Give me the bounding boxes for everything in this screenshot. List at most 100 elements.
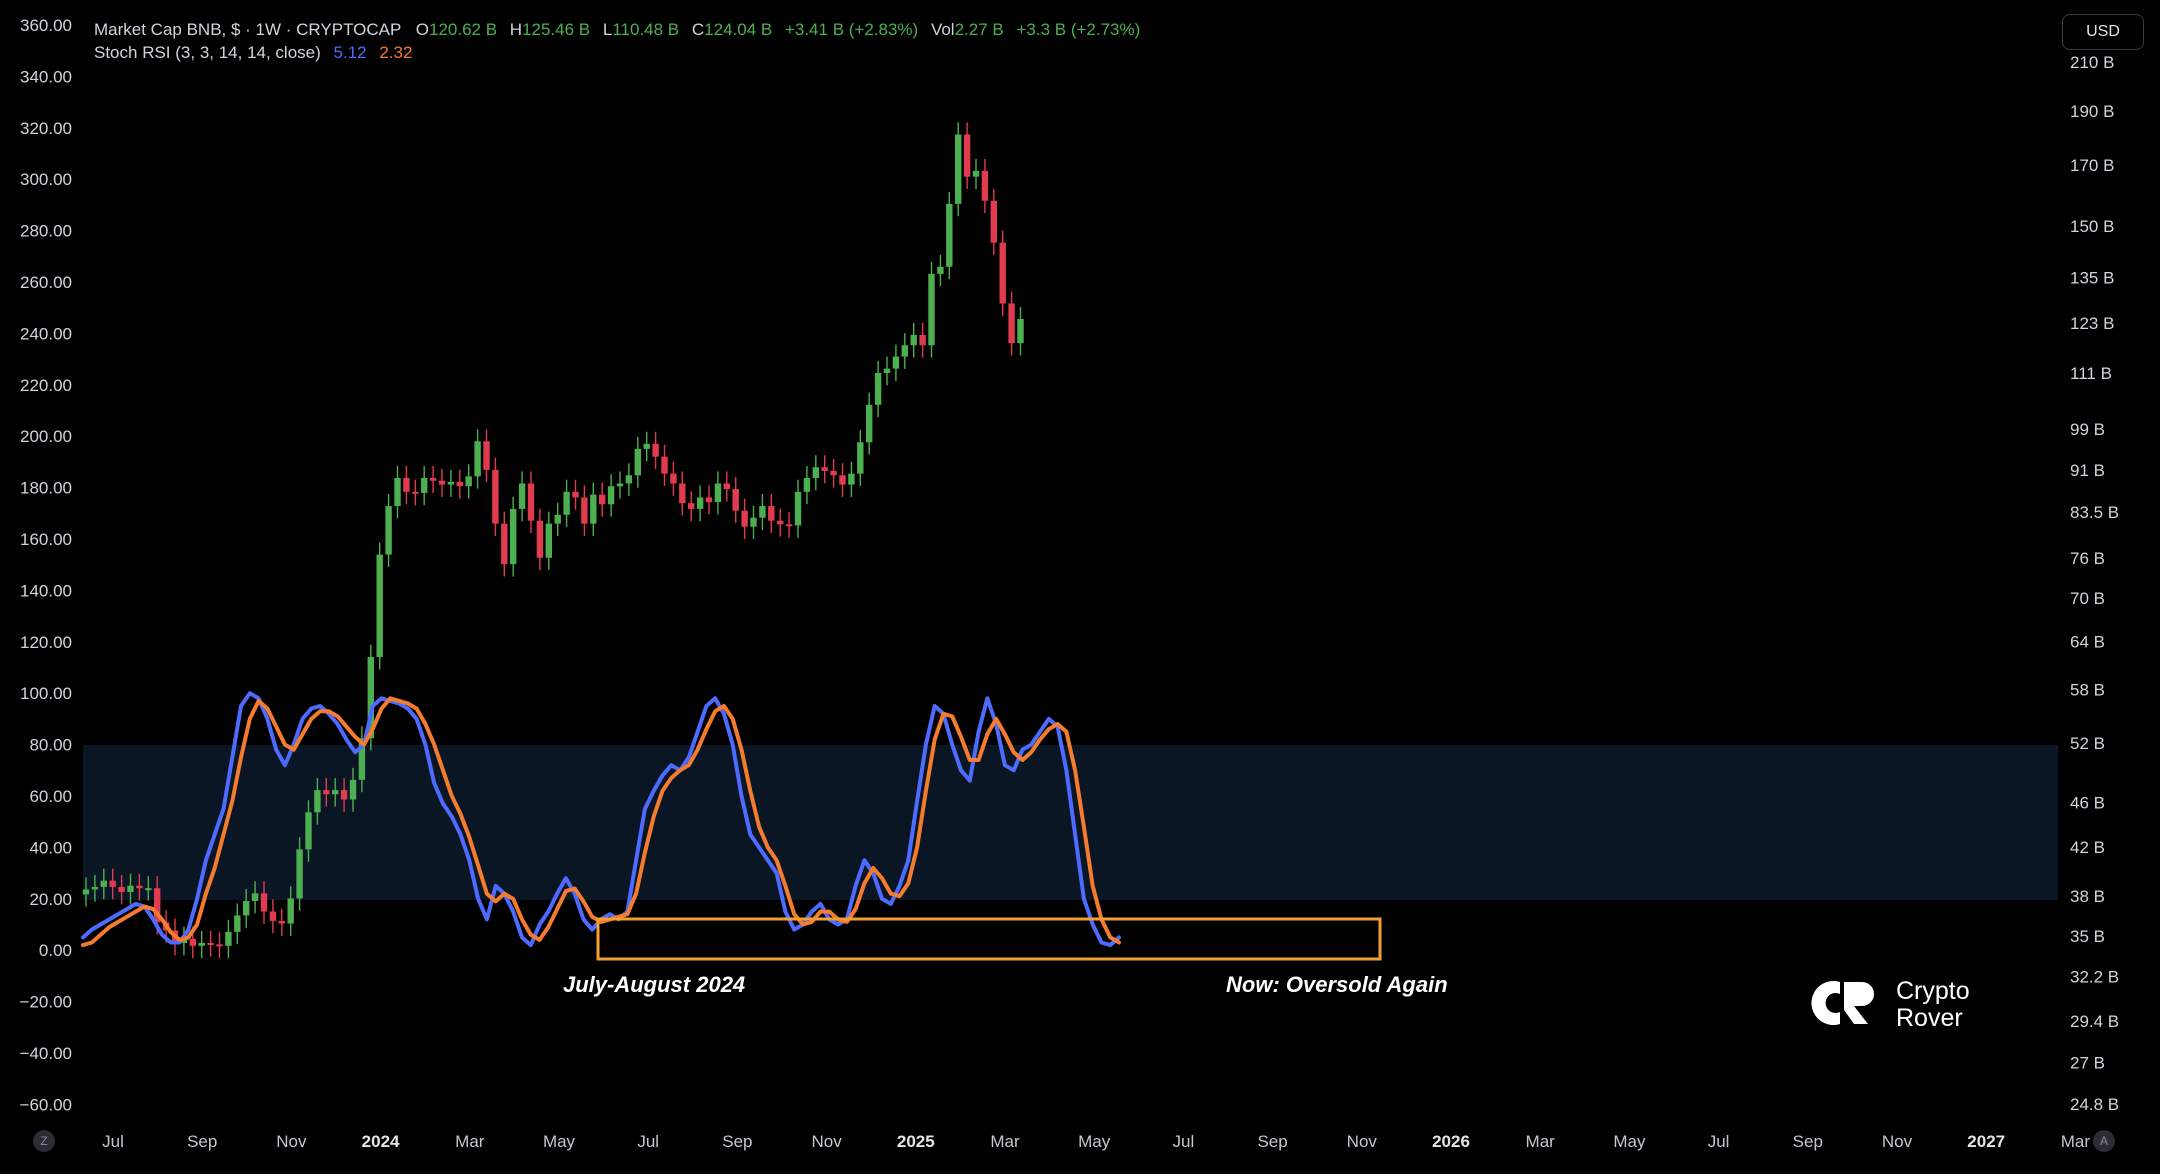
candle-body <box>198 942 205 946</box>
candle-body <box>438 480 446 485</box>
annotation-july-august: July-August 2024 <box>563 972 746 997</box>
indicator-title: Stoch RSI (3, 3, 14, 14, close) <box>94 43 321 62</box>
stoch-d-line <box>81 696 1121 948</box>
x-axis-tick: Jul <box>102 1132 124 1151</box>
right-axis-tick: 123 B <box>2070 314 2114 333</box>
high-label: H <box>509 20 523 39</box>
left-axis-tick: 360.00 <box>20 16 72 35</box>
candle-body <box>358 738 366 780</box>
candle-body <box>349 779 357 800</box>
right-axis-tick: 24.8 B <box>2070 1095 2119 1114</box>
candle-body <box>82 889 90 895</box>
left-axis-tick: 260.00 <box>20 273 72 292</box>
candle-body <box>785 524 793 527</box>
left-axis-tick: 20.00 <box>29 890 72 909</box>
candle-body <box>777 520 784 525</box>
candle-body <box>696 497 704 509</box>
right-axis-tick: 29.4 B <box>2070 1012 2119 1031</box>
candle-body <box>367 657 374 739</box>
close-value: 124.04 B <box>704 20 773 39</box>
candle-body <box>474 441 481 477</box>
left-axis-tick: 40.00 <box>29 838 72 857</box>
candle-body <box>705 497 713 503</box>
candle-body <box>901 345 908 357</box>
candle-body <box>874 372 882 405</box>
right-axis-tick: 83.5 B <box>2070 503 2119 522</box>
x-axis-tick: May <box>1078 1132 1111 1151</box>
candle-body <box>501 523 508 565</box>
candle-body <box>456 481 463 487</box>
vol-value: 2.27 B <box>954 20 1004 39</box>
left-axis-tick: 160.00 <box>20 530 72 549</box>
logo-text: Crypto Rover <box>1896 978 1970 1032</box>
right-axis-tick: 170 B <box>2070 156 2114 175</box>
candle-body <box>981 170 989 201</box>
x-axis-tick: Mar <box>455 1132 485 1151</box>
logo-line-1: Crypto <box>1896 977 1970 1005</box>
candle-body <box>394 478 401 507</box>
candle-body <box>652 443 659 457</box>
candle-body <box>207 942 214 945</box>
right-axis-tick: 70 B <box>2070 589 2105 608</box>
candle-body <box>465 476 472 487</box>
highlight-box <box>596 917 1382 961</box>
candle-body <box>340 790 348 800</box>
auto-scale-right-button[interactable]: A <box>2093 1130 2115 1152</box>
candle-body <box>376 554 383 658</box>
x-axis-tick: Mar <box>2061 1132 2091 1151</box>
left-axis-tick: 0.00 <box>39 941 72 960</box>
candle-body <box>127 885 134 893</box>
high-value: 125.46 B <box>522 20 591 39</box>
right-axis-tick: 58 B <box>2070 681 2105 700</box>
left-axis-tick: 140.00 <box>20 581 72 600</box>
candle-body <box>848 473 855 485</box>
candle-body <box>812 467 819 479</box>
x-axis-tick: Mar <box>1526 1132 1556 1151</box>
candle-body <box>483 441 490 470</box>
candle-body <box>492 469 499 524</box>
candle-body <box>225 931 232 946</box>
close-label: C <box>691 20 705 39</box>
k-value: 5.12 <box>333 43 367 62</box>
candle-body <box>180 938 188 943</box>
candle-body <box>634 448 641 476</box>
left-axis-tick: 200.00 <box>20 427 72 446</box>
candle-body <box>759 506 766 518</box>
x-axis-tick: 2026 <box>1432 1132 1470 1151</box>
right-axis-tick: 52 B <box>2070 734 2105 753</box>
candle-body <box>590 494 597 524</box>
right-axis-tick: 190 B <box>2070 102 2114 121</box>
symbol-title: Market Cap BNB, $ · 1W · CRYPTOCAP <box>94 20 402 39</box>
chart-header: Market Cap BNB, $ · 1W · CRYPTOCAP O120.… <box>94 20 1140 40</box>
oversold-overbought-band <box>83 745 2058 900</box>
x-axis-tick: 2025 <box>897 1132 935 1151</box>
candle-body <box>670 473 677 484</box>
candle-body <box>510 508 517 565</box>
candle-body <box>599 494 606 505</box>
candle-body <box>607 486 615 505</box>
auto-scale-left-button[interactable]: Z <box>33 1130 55 1152</box>
candle-body <box>955 134 962 204</box>
candle-body <box>937 266 944 274</box>
candle-body <box>536 520 544 558</box>
candle-body <box>412 491 419 494</box>
left-axis-tick: 220.00 <box>20 376 72 395</box>
left-axis-tick: −40.00 <box>20 1044 72 1063</box>
currency-button[interactable]: USD <box>2062 14 2144 50</box>
candle-body <box>883 368 891 373</box>
candle-body <box>447 481 455 485</box>
candle-body <box>385 506 392 555</box>
candle-body <box>661 456 668 474</box>
candle-body <box>251 893 259 902</box>
candle-body <box>216 944 223 947</box>
change-value: +3.41 B (+2.83%) <box>784 20 919 39</box>
x-axis-tick: May <box>1613 1132 1646 1151</box>
x-axis-tick: Nov <box>1347 1132 1378 1151</box>
candle-body <box>714 483 722 503</box>
candle-body <box>972 170 980 177</box>
left-axis-tick: 100.00 <box>20 684 72 703</box>
right-axis-tick: 111 B <box>2070 364 2112 383</box>
low-label: L <box>602 20 613 39</box>
candle-body <box>109 880 116 887</box>
